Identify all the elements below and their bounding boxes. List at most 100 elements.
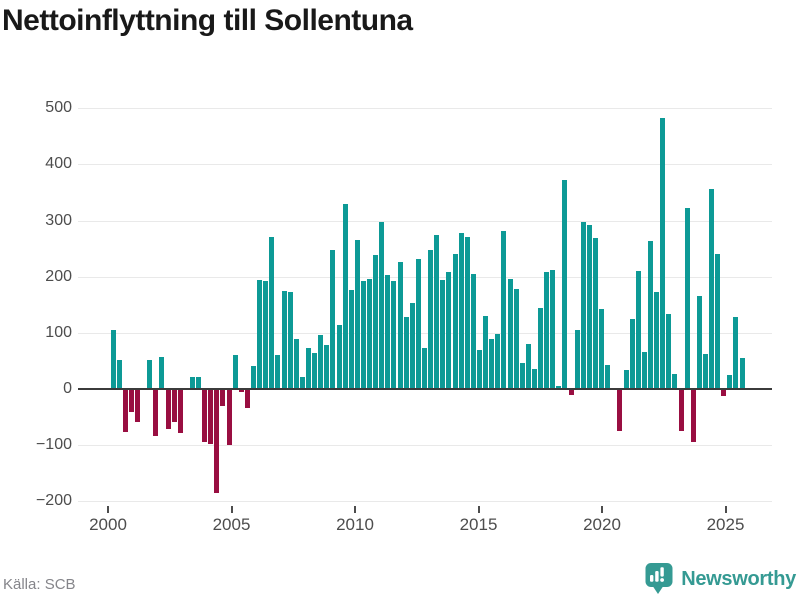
bar[interactable] [507,279,513,389]
bar[interactable] [214,389,220,494]
bar[interactable] [293,339,299,389]
bar[interactable] [422,348,427,389]
bar[interactable] [367,279,372,389]
bar[interactable] [544,272,550,389]
bar[interactable] [574,330,580,389]
bar[interactable] [244,389,250,408]
bar[interactable] [336,325,342,389]
bar[interactable] [715,254,721,389]
bar[interactable] [128,389,134,412]
bar[interactable] [342,204,348,389]
bar[interactable] [116,359,122,389]
bar[interactable] [641,351,647,389]
newsworthy-logo[interactable]: Newsworthy [644,562,796,596]
bar[interactable] [556,386,562,389]
bar[interactable] [281,290,287,389]
bar[interactable] [721,389,727,397]
bar[interactable] [531,369,537,389]
bar[interactable] [379,221,385,389]
bar[interactable] [220,389,226,407]
bar[interactable] [709,188,714,389]
bar[interactable] [617,389,623,431]
bar[interactable] [263,281,269,389]
bar[interactable] [153,389,159,436]
bar[interactable] [696,296,702,389]
bar[interactable] [702,354,708,389]
bar[interactable] [409,303,415,389]
bar[interactable] [232,355,238,389]
bar[interactable] [360,280,366,389]
bar[interactable] [635,270,641,389]
bar[interactable] [348,289,354,389]
bar[interactable] [623,369,629,389]
bar[interactable] [415,258,421,389]
bar[interactable] [666,313,672,389]
bar[interactable] [134,389,140,422]
bar[interactable] [440,279,446,389]
bar[interactable] [476,350,482,389]
bar[interactable] [373,254,379,389]
bar[interactable] [733,316,739,389]
bar[interactable] [196,376,201,389]
bar[interactable] [428,250,434,389]
bar[interactable] [354,239,360,389]
bar[interactable] [122,389,128,432]
bar[interactable] [226,389,232,445]
bar[interactable] [690,389,696,443]
bar[interactable] [159,357,165,389]
bar[interactable] [586,224,592,389]
bar[interactable] [397,262,403,389]
bar[interactable] [678,389,684,431]
bar[interactable] [519,363,525,389]
bar[interactable] [434,235,440,389]
bar[interactable] [672,374,678,389]
bar[interactable] [538,307,543,389]
bar[interactable] [654,291,659,389]
bar[interactable] [489,339,495,389]
bar[interactable] [452,253,458,389]
bar[interactable] [257,279,263,389]
bar[interactable] [684,208,690,389]
bar[interactable] [269,236,275,389]
bar[interactable] [580,222,586,389]
bar[interactable] [562,180,568,389]
bar[interactable] [403,317,409,389]
bar[interactable] [599,308,605,389]
bar[interactable] [739,357,745,389]
bar[interactable] [177,389,183,434]
bar[interactable] [727,375,733,389]
bar[interactable] [171,389,177,422]
bar[interactable] [660,117,666,389]
bar[interactable] [110,330,116,389]
bar[interactable] [275,355,281,389]
bar[interactable] [189,376,195,389]
bar[interactable] [446,272,452,389]
bar[interactable] [501,231,507,389]
bar[interactable] [330,250,336,389]
bar[interactable] [251,366,256,389]
bar[interactable] [513,288,519,389]
bar[interactable] [483,315,488,389]
bar[interactable] [593,238,598,389]
bar[interactable] [568,389,574,396]
bar[interactable] [287,292,293,389]
bar[interactable] [324,344,330,389]
bar[interactable] [391,281,397,389]
bar[interactable] [525,344,531,389]
bar[interactable] [464,236,470,389]
bar[interactable] [147,359,153,389]
bar[interactable] [318,335,324,389]
bar[interactable] [605,365,611,389]
bar[interactable] [305,347,311,389]
bar[interactable] [238,389,244,392]
bar[interactable] [550,270,556,389]
bar[interactable] [458,232,464,389]
bar[interactable] [202,389,208,443]
bar[interactable] [629,318,635,389]
bar[interactable] [495,334,501,389]
bar[interactable] [647,241,653,389]
bar[interactable] [299,376,305,389]
bar[interactable] [385,274,391,389]
bar[interactable] [470,273,476,389]
bar[interactable] [165,389,171,429]
